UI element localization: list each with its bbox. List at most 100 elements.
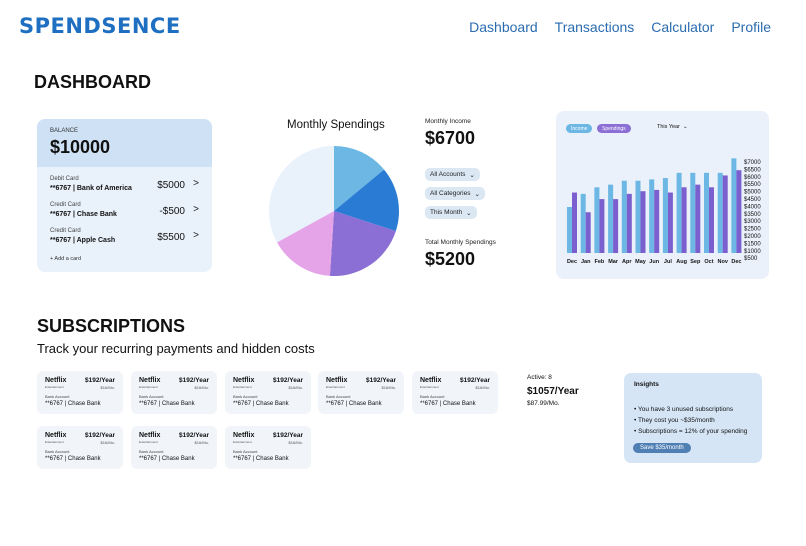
monthly-income-value: $6700 <box>425 128 476 148</box>
subscription-bank-label: Bank Account <box>233 394 258 399</box>
subscriptions-title: SUBSCRIPTIONS <box>37 316 186 336</box>
account-row[interactable]: Credit Card **6767 | Chase Bank -$500 > <box>50 199 199 225</box>
balance-card: BALANCE $10000 Debit Card **6767 | Bank … <box>37 119 212 272</box>
year-selector[interactable]: This Year ⌄ <box>657 124 688 130</box>
spending-bar <box>613 199 619 253</box>
x-tick-label: May <box>635 259 647 265</box>
x-tick-label: Feb <box>595 259 605 265</box>
account-type: Credit Card <box>50 202 81 208</box>
accounts-dropdown[interactable]: All Accounts ⌄ <box>425 168 480 181</box>
y-tick-label: $7000 <box>744 160 761 166</box>
x-tick-label: Aug <box>676 259 687 265</box>
subscription-monthly: $16/Mo. <box>475 385 490 390</box>
nav-calculator[interactable]: Calculator <box>651 19 715 35</box>
subscription-card[interactable]: Netflix Entertainment $192/Year $16/Mo. Bank… <box>131 426 217 469</box>
total-spendings-label: Total Monthly Spendings <box>425 239 496 246</box>
subscription-account: **6767 | Chase Bank <box>233 401 289 407</box>
account-amount: $5000 <box>157 180 185 191</box>
dashboard-title: DASHBOARD <box>34 72 151 92</box>
subscription-account: **6767 | Chase Bank <box>233 456 289 462</box>
subscription-card[interactable]: Netflix Entertainment $192/Year $16/Mo. Bank… <box>37 426 123 469</box>
income-bar <box>621 180 627 253</box>
insights-title: Insights <box>634 381 659 388</box>
subscription-category: Entertainment <box>45 440 64 444</box>
spending-bar <box>572 192 577 253</box>
subscription-bank-label: Bank Account <box>45 449 70 454</box>
income-bar <box>594 187 600 253</box>
subscription-category: Entertainment <box>326 385 345 389</box>
x-tick-label: Mar <box>608 259 619 265</box>
save-button[interactable]: Save $35/month <box>633 443 691 453</box>
nav-dashboard[interactable]: Dashboard <box>469 19 538 35</box>
x-tick-label: Jul <box>664 259 672 265</box>
spending-bar <box>626 193 632 253</box>
legend-spendings[interactable]: Spendings <box>597 124 631 133</box>
nav-profile[interactable]: Profile <box>731 19 771 35</box>
legend-income[interactable]: Income <box>566 124 593 133</box>
chevron-right-icon[interactable]: > <box>193 178 199 189</box>
total-monthly: $87.99/Mo. <box>527 400 560 407</box>
subscription-category: Entertainment <box>233 440 252 444</box>
account-type: Credit Card <box>50 228 81 234</box>
account-row[interactable]: Debit Card **6767 | Bank of America $500… <box>50 173 199 199</box>
spending-bar <box>654 189 660 253</box>
insights-list: • You have 3 unused subscriptions • They… <box>634 404 747 437</box>
account-amount: $5500 <box>157 232 185 243</box>
income-bar <box>717 172 723 253</box>
y-tick-label: $500 <box>744 256 758 262</box>
y-tick-label: $1500 <box>744 241 761 247</box>
add-card-link[interactable]: + Add a card <box>50 256 82 262</box>
subscription-price: $192/Year <box>459 377 490 384</box>
subscription-card[interactable]: Netflix Entertainment $192/Year $16/Mo. Bank… <box>225 426 311 469</box>
subscription-price: $192/Year <box>272 377 303 384</box>
period-dropdown[interactable]: This Month ⌄ <box>425 206 477 219</box>
y-tick-label: $2500 <box>744 227 761 233</box>
chevron-down-icon: ⌄ <box>469 171 475 179</box>
chevron-down-icon: ⌄ <box>474 190 480 198</box>
balance-header: BALANCE $10000 <box>37 119 212 167</box>
income-bar <box>567 207 572 253</box>
subscription-name: Netflix <box>326 377 348 384</box>
income-bar <box>580 193 586 253</box>
subscription-card[interactable]: Netflix Entertainment $192/Year $16/Mo. Bank… <box>37 371 123 414</box>
income-bar <box>635 180 641 253</box>
spending-bar <box>709 187 714 253</box>
income-spendings-chart-card: Income Spendings This Year ⌄ Dec Jan Feb Ma… <box>556 111 769 279</box>
subscription-price: $192/Year <box>178 377 209 384</box>
subscription-card[interactable]: Netflix Entertainment $192/Year $16/Mo. Bank… <box>225 371 311 414</box>
subscription-category: Entertainment <box>139 440 158 444</box>
y-tick-label: $4500 <box>744 197 761 203</box>
account-name: **6767 | Apple Cash <box>50 237 116 244</box>
y-tick-label: $3000 <box>744 219 761 225</box>
subscription-card[interactable]: Netflix Entertainment $192/Year $16/Mo. Bank… <box>131 371 217 414</box>
subscription-name: Netflix <box>45 432 67 439</box>
subscription-monthly: $16/Mo. <box>194 440 209 445</box>
chevron-right-icon[interactable]: > <box>193 230 199 241</box>
income-spendings-bar-chart: Dec Jan Feb Mar Apr May Jun Jul Aug Sep Oct Nov Dec$… <box>567 158 761 265</box>
spending-bar <box>722 175 728 253</box>
spending-bar <box>599 199 605 253</box>
pie-slice <box>269 146 334 243</box>
subscriptions-subtitle: Track your recurring payments and hidden… <box>37 341 315 356</box>
subscription-bank-label: Bank Account <box>139 449 164 454</box>
categories-dropdown[interactable]: All Categories ⌄ <box>425 187 485 200</box>
income-bar <box>704 172 709 253</box>
chevron-down-icon: ⌄ <box>682 124 688 130</box>
subscription-monthly: $16/Mo. <box>100 440 115 445</box>
account-list: Debit Card **6767 | Bank of America $500… <box>37 167 212 251</box>
total-yearly: $1057/Year <box>527 386 579 397</box>
subscription-price: $192/Year <box>84 432 115 439</box>
income-bar <box>690 172 696 253</box>
subscription-card[interactable]: Netflix Entertainment $192/Year $16/Mo. Bank… <box>318 371 404 414</box>
subscription-card[interactable]: Netflix Entertainment $192/Year $16/Mo. Bank… <box>412 371 498 414</box>
pie-chart-title: Monthly Spendings <box>287 119 385 131</box>
chevron-right-icon[interactable]: > <box>193 204 199 215</box>
app-logo[interactable]: SPENDSENCE <box>19 14 181 38</box>
subscription-price: $192/Year <box>178 432 209 439</box>
subscription-bank-label: Bank Account <box>233 449 258 454</box>
nav-transactions[interactable]: Transactions <box>554 19 635 35</box>
main-nav: Dashboard Transactions Calculator Profil… <box>469 19 771 35</box>
account-row[interactable]: Credit Card **6767 | Apple Cash $5500 > <box>50 225 199 251</box>
pie-slice <box>277 211 334 276</box>
subscription-bank-label: Bank Account <box>45 394 70 399</box>
